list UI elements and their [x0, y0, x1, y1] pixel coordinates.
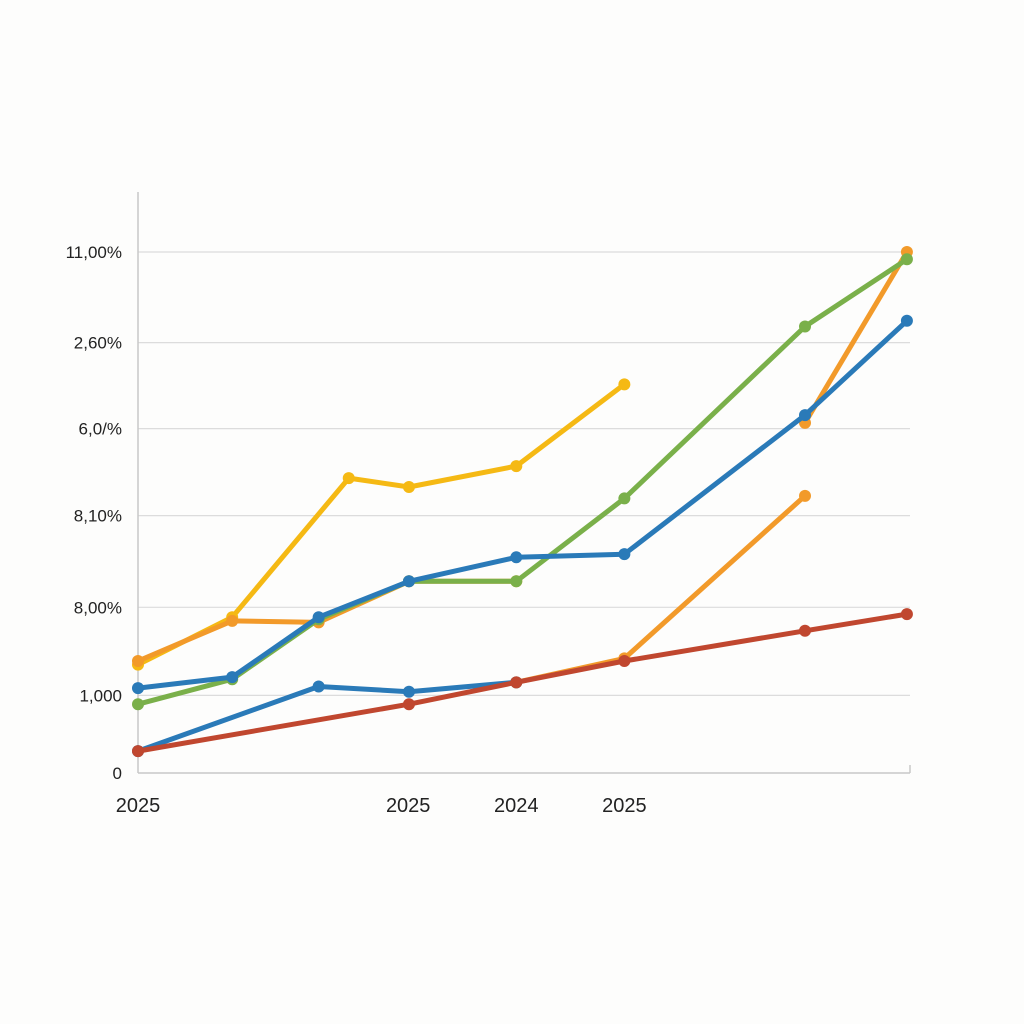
y-tick-label: 6,0/% — [79, 420, 122, 439]
series-line — [135, 381, 627, 668]
data-point — [132, 682, 144, 695]
data-point — [132, 698, 144, 711]
data-point — [226, 614, 239, 627]
series-2 — [510, 489, 812, 689]
series-4 — [132, 253, 913, 711]
series-line — [135, 318, 910, 691]
y-tick-label: 2,60% — [74, 334, 122, 353]
data-point — [799, 489, 812, 502]
y-axis-ticks: 0 1,000 8,00% 8,10% 6,0/% 2,60% 11,00% — [66, 243, 122, 783]
data-point — [342, 472, 355, 485]
series-line — [135, 578, 519, 664]
x-tick-label: 2025 — [602, 795, 647, 817]
x-tick-label: 2025 — [116, 795, 161, 817]
series-line — [135, 679, 519, 754]
series-line — [135, 256, 910, 707]
data-point — [510, 460, 523, 473]
x-tick-label: 2024 — [494, 795, 539, 817]
data-point — [510, 575, 523, 588]
data-point — [402, 685, 415, 698]
data-point — [510, 551, 523, 564]
data-point — [618, 654, 631, 667]
data-point — [402, 698, 415, 711]
data-point — [510, 676, 523, 689]
series-line — [802, 249, 910, 426]
data-point — [402, 575, 415, 588]
data-point — [132, 745, 144, 758]
y-tick-label: 11,00% — [66, 243, 122, 262]
series-line — [135, 611, 910, 754]
series-0 — [132, 378, 631, 671]
y-tick-label: 8,10% — [74, 507, 122, 526]
grid-lines — [138, 251, 910, 696]
data-point — [402, 480, 415, 493]
data-point — [900, 314, 913, 327]
series-layer — [132, 246, 913, 758]
data-point — [618, 548, 631, 561]
data-point — [226, 671, 239, 684]
data-point — [132, 654, 144, 667]
data-point — [618, 378, 631, 391]
data-point — [900, 608, 913, 621]
data-point — [799, 320, 812, 333]
series-5 — [132, 314, 913, 695]
x-axis-ticks: 2025 2025 2024 2025 — [116, 795, 647, 817]
y-tick-label: 1,000 — [79, 686, 122, 705]
data-point — [618, 492, 631, 505]
data-point — [312, 680, 325, 693]
y-tick-label: 0 — [113, 764, 122, 783]
data-point — [900, 253, 913, 266]
series-7 — [132, 608, 913, 758]
series-1 — [132, 575, 523, 667]
y-tick-label: 8,00% — [74, 598, 122, 617]
x-tick-label: 2025 — [386, 795, 431, 817]
data-point — [799, 624, 812, 637]
data-point — [312, 611, 325, 624]
data-point — [799, 409, 812, 422]
